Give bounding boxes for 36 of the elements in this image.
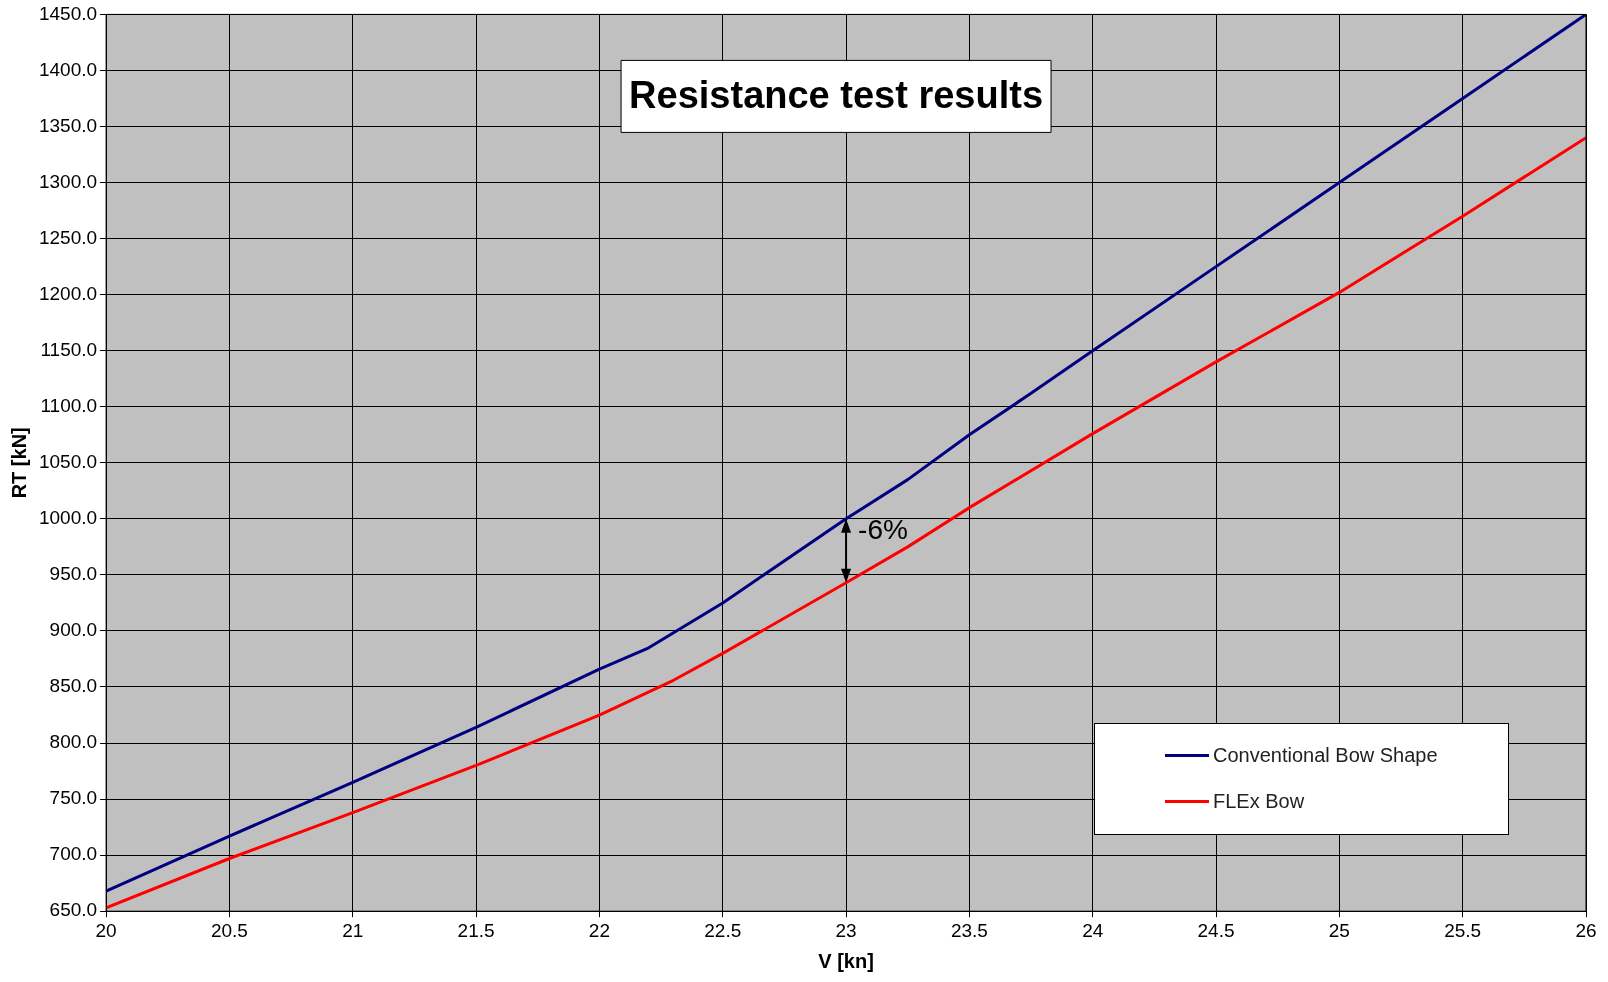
y-tick-label: 1050.0 — [38, 451, 98, 473]
y-tick-label: 1100.0 — [40, 394, 98, 416]
y-tick-label: 1250.0 — [38, 226, 98, 248]
legend-label: Conventional Bow Shape — [1213, 743, 1438, 767]
y-tick-label: 1450.0 — [38, 2, 98, 24]
x-tick-label: 25 — [1328, 919, 1350, 941]
legend-label: FLEx Bow — [1213, 789, 1305, 813]
x-tick-label: 23.5 — [950, 919, 988, 941]
x-tick-label: 20.5 — [210, 919, 248, 941]
x-tick-label: 24.5 — [1197, 919, 1235, 941]
x-tick-label: 20 — [95, 919, 117, 941]
x-tick-label: 22 — [588, 919, 610, 941]
y-tick-label: 850.0 — [49, 675, 98, 697]
y-tick-label: 650.0 — [49, 899, 98, 921]
x-tick-label: 26 — [1575, 919, 1597, 941]
y-tick-label: 950.0 — [49, 563, 98, 585]
y-tick-label: 750.0 — [49, 787, 98, 809]
x-tick-label: 25.5 — [1444, 919, 1482, 941]
y-tick-label: 1150.0 — [40, 338, 98, 360]
x-tick-label: 21 — [342, 919, 364, 941]
y-tick-label: 1400.0 — [38, 58, 98, 80]
y-tick-label: 1200.0 — [38, 282, 98, 304]
y-tick-label: 1300.0 — [38, 170, 98, 192]
x-tick-label: 23 — [835, 919, 857, 941]
y-axis-title: RT [kN] — [7, 427, 30, 499]
x-axis-title: V [kn] — [818, 949, 874, 972]
x-tick-label: 24 — [1082, 919, 1104, 941]
y-tick-label: 700.0 — [49, 843, 98, 865]
y-tick-label: 1000.0 — [38, 507, 98, 529]
x-tick-label: 21.5 — [457, 919, 495, 941]
y-tick-label: 1350.0 — [38, 114, 98, 136]
text: Resistance test results — [629, 73, 1044, 116]
annotation: -6% — [858, 513, 908, 545]
x-tick-label: 22.5 — [704, 919, 742, 941]
y-tick-label: 800.0 — [49, 731, 98, 753]
y-tick-label: 900.0 — [49, 619, 98, 641]
